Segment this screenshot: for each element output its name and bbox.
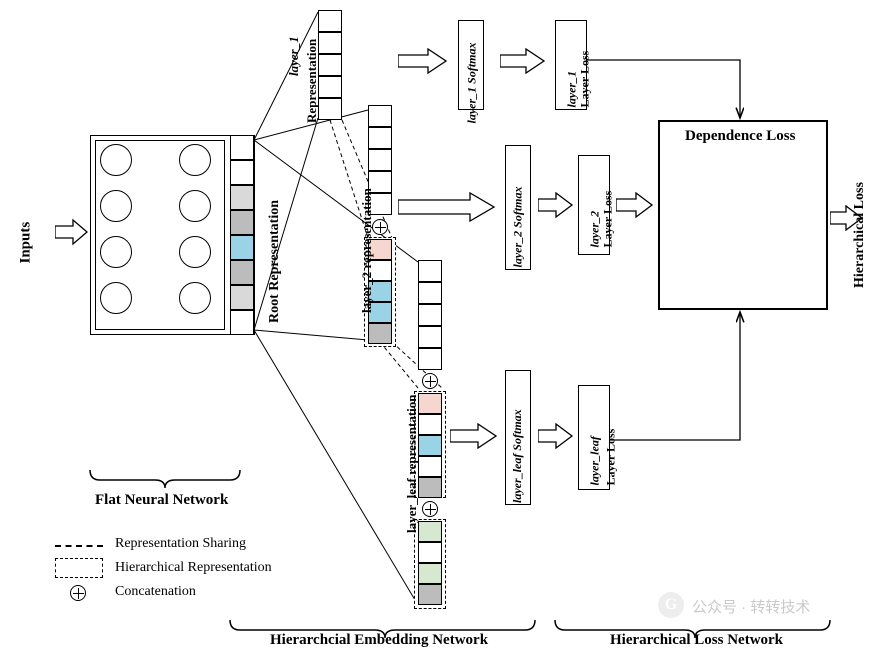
layerleaf-cell: [418, 435, 442, 456]
hier-loss-label: Hierarchical Loss Network: [610, 632, 783, 649]
nn-node: [100, 282, 132, 314]
arrow-softmax2-loss: [538, 192, 574, 218]
nn-node: [179, 190, 211, 222]
layerleaf-cell: [418, 414, 442, 435]
root-rep-cell: [230, 135, 254, 160]
concat-icon: [422, 501, 438, 517]
arrow-loss2-dep: [616, 192, 654, 218]
layerleaf-cell: [418, 563, 442, 584]
nn-node: [100, 190, 132, 222]
loss-leaf-label-b: Layer Loss: [604, 386, 619, 486]
root-rep-cell: [230, 260, 254, 285]
layer1-label-it: layer_1: [286, 16, 302, 76]
loss-1-label-b: Layer Loss: [578, 18, 593, 108]
concat-icon: [422, 373, 438, 389]
layerleaf-cell: [418, 456, 442, 477]
arrow-l1-softmax: [398, 48, 448, 74]
layerleaf-cell: [418, 521, 442, 542]
softmax-1-label: layer_1 Softmax: [465, 4, 480, 124]
layerleaf-cell: [418, 304, 442, 326]
nn-node: [179, 144, 211, 176]
root-rep-label: Root Representation: [267, 143, 283, 323]
layerleaf-rep-label: layer_leaf representation: [404, 333, 420, 533]
layer2-rep-label: layer_2 representation: [359, 133, 375, 313]
nn-node: [100, 236, 132, 268]
layerleaf-cell: [418, 477, 442, 498]
layerleaf-cell: [418, 282, 442, 304]
legend-repr-sharing: Representation Sharing: [115, 536, 246, 552]
arrow-leaf-softmax: [450, 423, 498, 449]
root-rep-cell: [230, 285, 254, 310]
root-rep-cell: [230, 310, 254, 335]
layer1-cell: [318, 54, 342, 76]
watermark-text: 公众号 · 转转技术: [692, 596, 810, 617]
softmax-2-label: layer_2 Softmax: [511, 148, 526, 268]
layerleaf-cell: [418, 326, 442, 348]
inputs-arrow: [55, 218, 89, 246]
hierarchical-loss-out: Hierarchical Loss: [852, 148, 868, 288]
arrow-softmax1-loss: [500, 48, 546, 74]
nn-node: [100, 144, 132, 176]
hier-emb-label: Hierarchcial Embedding Network: [270, 632, 488, 649]
root-rep-cell: [230, 160, 254, 185]
layer1-cell: [318, 76, 342, 98]
layer1-cell: [318, 10, 342, 32]
legend-dashed-box: [55, 558, 103, 578]
root-rep-cell: [230, 185, 254, 210]
layerleaf-cell: [418, 584, 442, 605]
arrow-softmaxleaf-loss: [538, 423, 574, 449]
layerleaf-cell: [418, 393, 442, 414]
legend-hier-repr: Hierarchical Representation: [115, 560, 272, 576]
root-rep-cell: [230, 210, 254, 235]
layerleaf-cell: [418, 542, 442, 563]
dependence-loss-title: Dependence Loss: [685, 128, 795, 145]
inputs-label: Inputs: [18, 204, 35, 264]
arrow-l2-softmax: [398, 192, 496, 222]
dependence-loss-box: [658, 120, 828, 310]
legend-dashed-line: [55, 545, 103, 547]
layer1-cell: [318, 98, 342, 120]
legend-concat-icon: [70, 585, 86, 601]
layer2-cell: [368, 323, 392, 344]
watermark-icon: G: [658, 592, 684, 618]
softmax-leaf-label: layer_leaf Softmax: [510, 368, 525, 503]
layer1-rep-label: Representation: [304, 13, 320, 123]
flat-nn-label: Flat Neural Network: [95, 492, 228, 509]
loss-2-label-b: Layer Loss: [601, 158, 616, 248]
layerleaf-cell: [418, 348, 442, 370]
nn-node: [179, 282, 211, 314]
root-rep-cell: [230, 235, 254, 260]
layer2-cell: [368, 105, 392, 127]
layer1-cell: [318, 32, 342, 54]
layerleaf-cell: [418, 260, 442, 282]
legend-concat: Concatenation: [115, 584, 196, 600]
nn-node: [179, 236, 211, 268]
loss-leaf-label-a: layer_leaf: [588, 386, 603, 486]
